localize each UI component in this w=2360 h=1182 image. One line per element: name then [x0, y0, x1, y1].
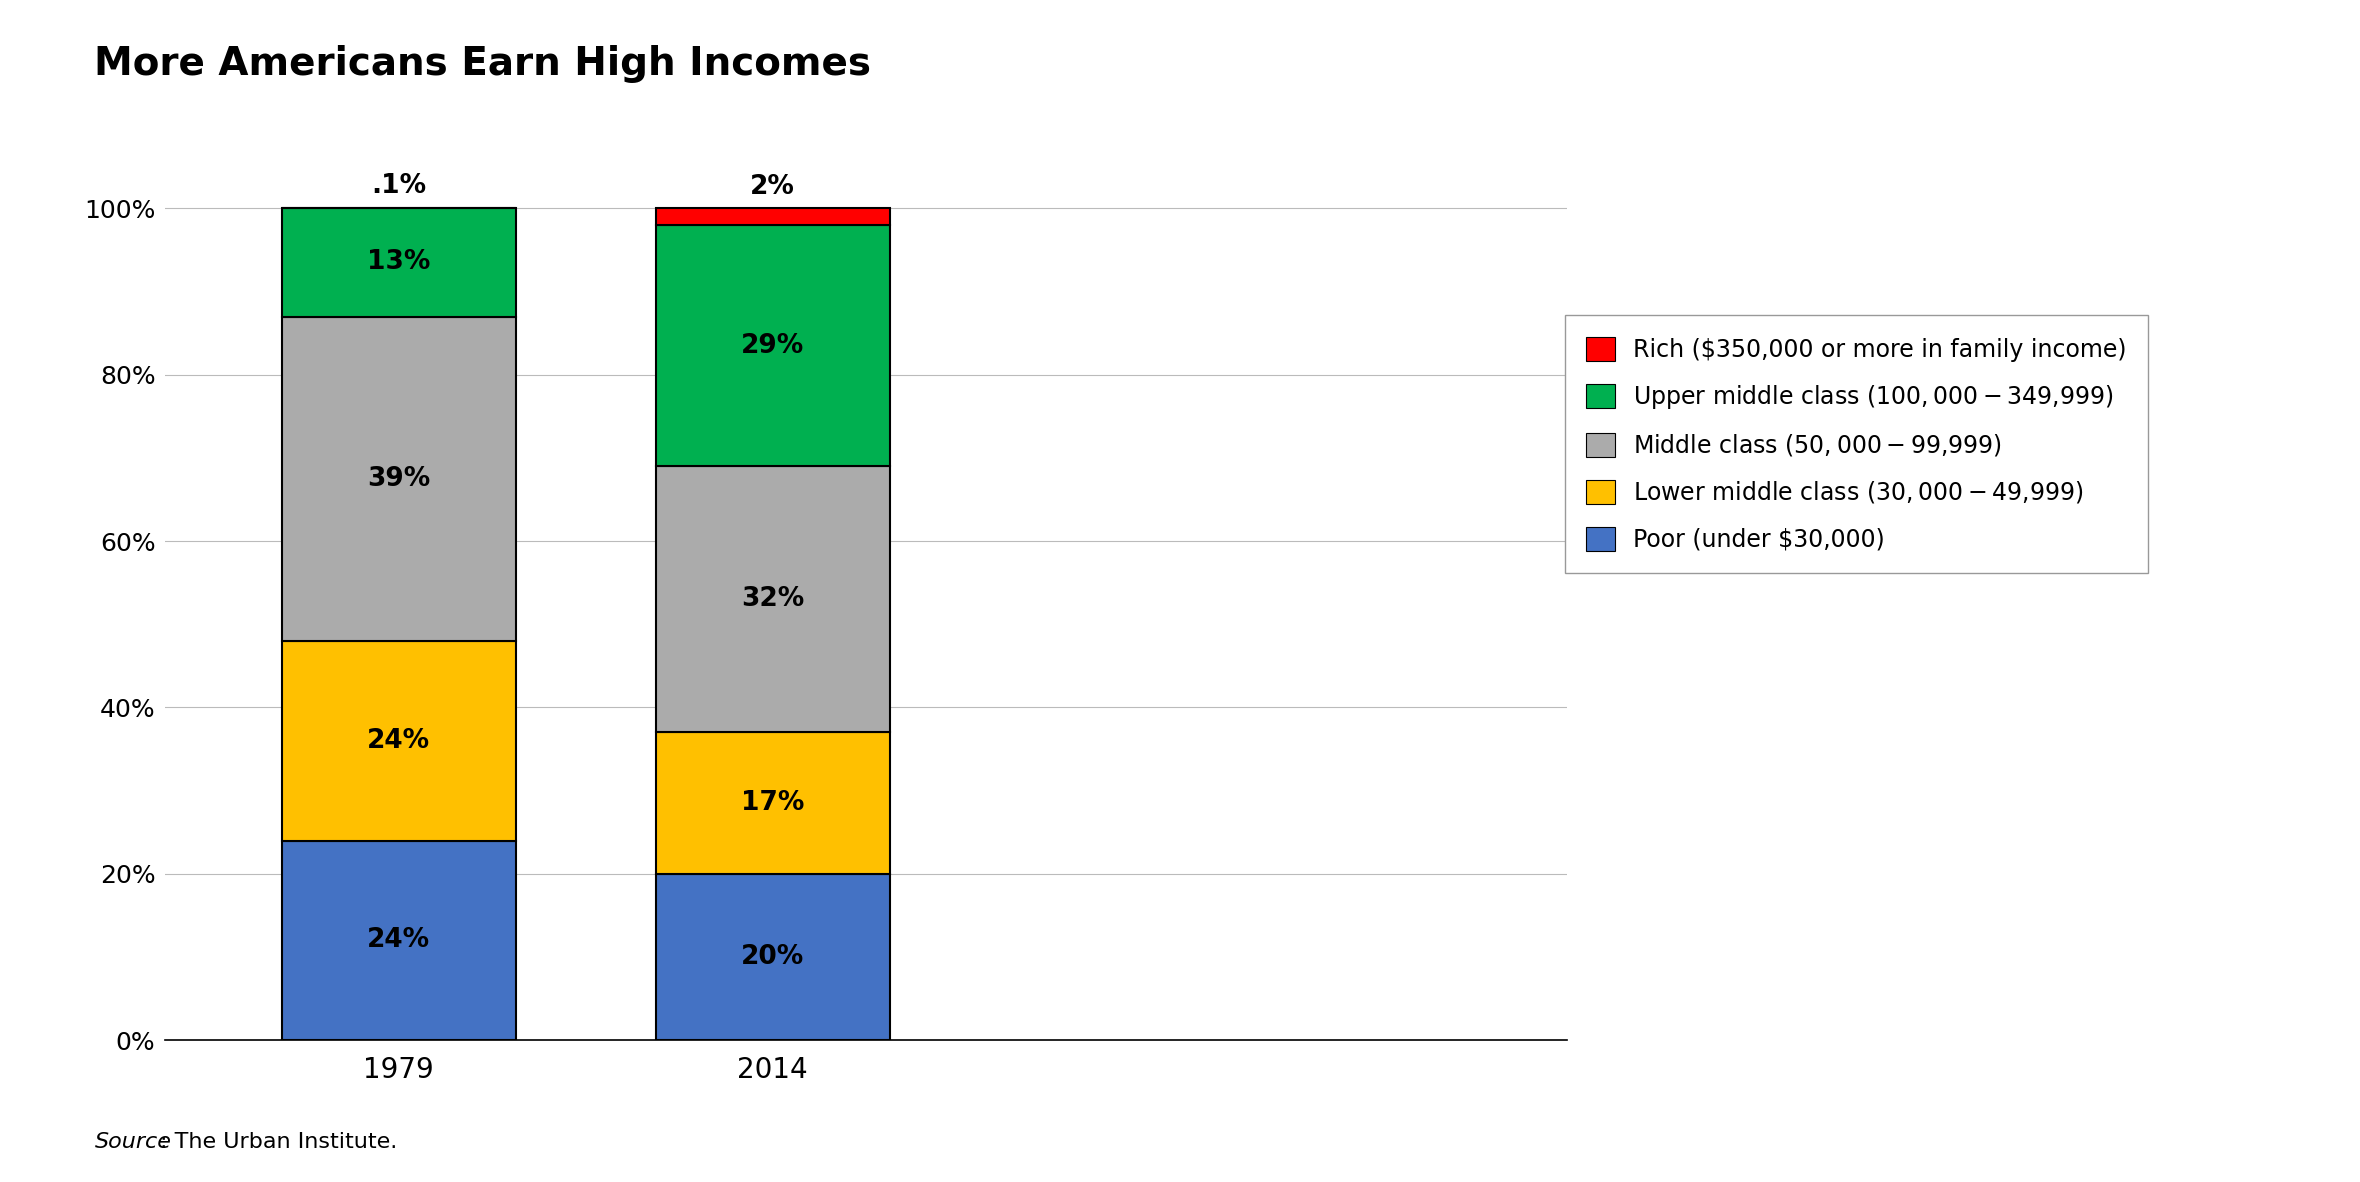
Text: 39%: 39% [368, 466, 430, 492]
Text: 20%: 20% [741, 944, 805, 970]
Legend: Rich ($350,000 or more in family income), Upper middle class ($100,000-$349,999): Rich ($350,000 or more in family income)… [1565, 316, 2148, 573]
Bar [656, 466, 890, 733]
Bar [656, 208, 890, 225]
Bar [283, 641, 517, 840]
Bar [656, 225, 890, 466]
Text: 32%: 32% [741, 586, 805, 612]
Bar [283, 208, 517, 317]
Text: 24%: 24% [368, 928, 430, 954]
Text: .1%: .1% [371, 174, 427, 200]
Text: 13%: 13% [368, 249, 430, 275]
Text: : The Urban Institute.: : The Urban Institute. [160, 1132, 399, 1152]
Text: 24%: 24% [368, 728, 430, 754]
Bar [656, 873, 890, 1040]
Text: More Americans Earn High Incomes: More Americans Earn High Incomes [94, 45, 871, 83]
Bar [283, 840, 517, 1040]
Text: 29%: 29% [741, 332, 805, 358]
Bar [283, 317, 517, 641]
Bar [656, 733, 890, 873]
Text: 17%: 17% [741, 790, 805, 816]
Text: 2%: 2% [750, 174, 795, 200]
Text: Source: Source [94, 1132, 172, 1152]
